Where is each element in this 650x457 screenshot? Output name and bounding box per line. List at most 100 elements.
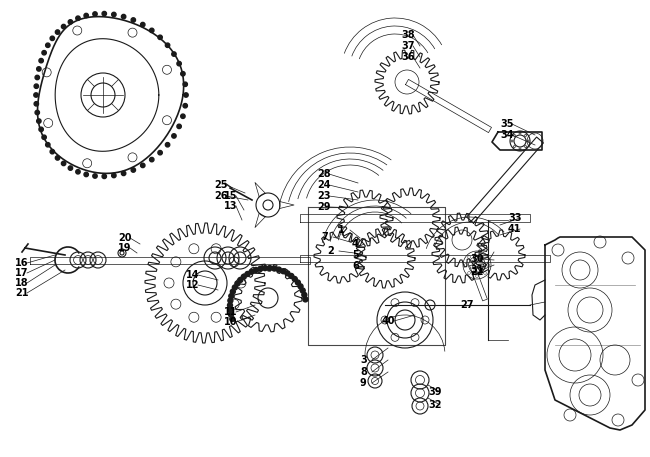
- Circle shape: [272, 266, 277, 271]
- Polygon shape: [314, 231, 366, 283]
- Circle shape: [122, 171, 126, 175]
- Circle shape: [172, 52, 176, 56]
- Circle shape: [165, 143, 170, 147]
- Polygon shape: [475, 230, 525, 280]
- Circle shape: [245, 271, 250, 276]
- Circle shape: [183, 82, 187, 86]
- Circle shape: [258, 266, 263, 271]
- Circle shape: [93, 12, 98, 16]
- Text: 20: 20: [118, 233, 131, 243]
- Text: 23: 23: [317, 191, 330, 201]
- Circle shape: [42, 51, 46, 55]
- Circle shape: [140, 163, 145, 168]
- Circle shape: [131, 18, 135, 22]
- Circle shape: [295, 280, 300, 285]
- Circle shape: [39, 127, 44, 132]
- Circle shape: [158, 35, 162, 39]
- Circle shape: [50, 36, 55, 41]
- Circle shape: [76, 16, 80, 21]
- Text: 19: 19: [118, 243, 131, 253]
- Circle shape: [230, 289, 235, 294]
- Polygon shape: [470, 264, 488, 301]
- Circle shape: [229, 293, 234, 298]
- Circle shape: [36, 67, 41, 71]
- Text: 13: 13: [224, 201, 237, 211]
- Circle shape: [285, 271, 290, 276]
- Circle shape: [84, 172, 88, 177]
- Text: 14: 14: [186, 270, 200, 280]
- Circle shape: [300, 288, 306, 293]
- Polygon shape: [406, 80, 491, 133]
- Circle shape: [150, 28, 154, 32]
- Polygon shape: [375, 50, 439, 114]
- Text: 16: 16: [15, 258, 29, 268]
- Text: 12: 12: [186, 280, 200, 290]
- Text: 5: 5: [352, 250, 359, 260]
- Circle shape: [181, 72, 185, 76]
- Circle shape: [35, 75, 40, 80]
- Polygon shape: [255, 213, 265, 228]
- Text: 7: 7: [321, 232, 328, 242]
- Circle shape: [183, 104, 187, 108]
- Text: 8: 8: [360, 367, 367, 377]
- Circle shape: [46, 43, 50, 48]
- Circle shape: [93, 174, 98, 178]
- Circle shape: [184, 93, 188, 97]
- Circle shape: [238, 277, 243, 282]
- Polygon shape: [255, 182, 265, 197]
- Polygon shape: [234, 264, 302, 332]
- Circle shape: [228, 298, 233, 303]
- Circle shape: [35, 110, 40, 115]
- Circle shape: [122, 15, 126, 19]
- Circle shape: [267, 266, 272, 271]
- Text: 34: 34: [500, 130, 514, 140]
- Circle shape: [235, 281, 240, 286]
- Polygon shape: [492, 132, 542, 150]
- Circle shape: [158, 150, 162, 155]
- Circle shape: [150, 157, 154, 162]
- Circle shape: [34, 101, 38, 106]
- Circle shape: [140, 22, 145, 27]
- Circle shape: [254, 267, 259, 272]
- Circle shape: [232, 285, 237, 290]
- Polygon shape: [380, 188, 440, 248]
- Text: 36: 36: [401, 52, 415, 62]
- Circle shape: [302, 292, 307, 298]
- Text: 38: 38: [401, 30, 415, 40]
- Polygon shape: [432, 227, 488, 283]
- Text: 30: 30: [470, 254, 484, 264]
- Circle shape: [42, 135, 46, 139]
- Text: 6: 6: [352, 261, 359, 271]
- Circle shape: [303, 297, 308, 302]
- Circle shape: [292, 276, 297, 282]
- Circle shape: [102, 174, 107, 179]
- Text: 24: 24: [317, 180, 330, 190]
- Text: 4: 4: [352, 239, 359, 249]
- Text: 32: 32: [428, 400, 441, 410]
- Circle shape: [181, 114, 185, 118]
- Text: 29: 29: [317, 202, 330, 212]
- Text: 11: 11: [224, 307, 237, 317]
- Text: 22: 22: [470, 267, 484, 277]
- Circle shape: [263, 266, 268, 271]
- Circle shape: [76, 170, 80, 174]
- Text: 37: 37: [401, 41, 415, 51]
- Circle shape: [68, 20, 73, 24]
- Polygon shape: [355, 228, 415, 288]
- Polygon shape: [145, 223, 265, 343]
- Circle shape: [39, 58, 44, 63]
- Text: 21: 21: [15, 288, 29, 298]
- Circle shape: [84, 13, 88, 18]
- Text: 27: 27: [460, 300, 473, 310]
- Polygon shape: [337, 190, 393, 246]
- Text: 1: 1: [338, 225, 344, 235]
- Circle shape: [289, 273, 294, 278]
- Circle shape: [281, 269, 286, 274]
- Circle shape: [68, 166, 73, 170]
- Polygon shape: [300, 255, 550, 261]
- Text: 26: 26: [214, 191, 228, 201]
- Circle shape: [228, 312, 233, 317]
- Circle shape: [241, 274, 246, 279]
- Circle shape: [34, 84, 38, 88]
- Circle shape: [298, 284, 303, 289]
